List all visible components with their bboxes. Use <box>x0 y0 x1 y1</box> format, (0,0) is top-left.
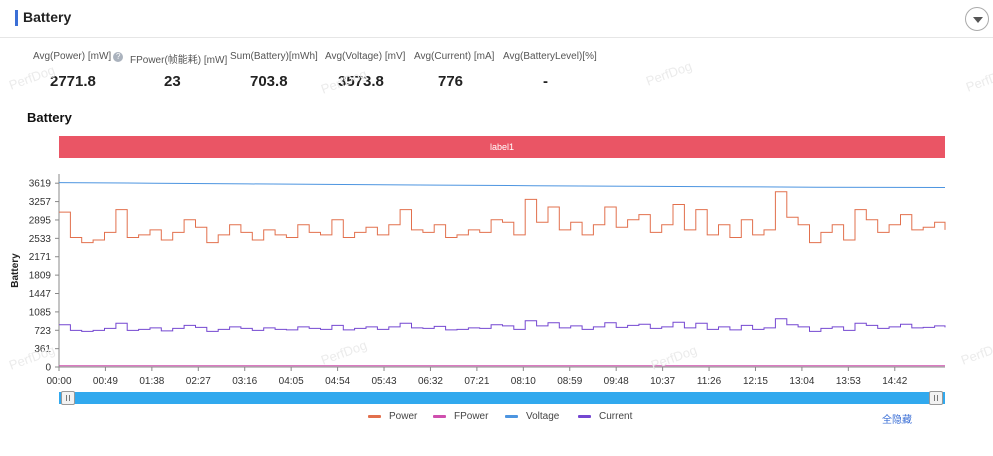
legend-swatch-current <box>578 415 591 418</box>
x-tick-label: 07:21 <box>464 376 489 387</box>
x-tick-label: 14:42 <box>882 376 907 387</box>
x-tick-label: 12:15 <box>743 376 768 387</box>
chart-legend: Power FPower Voltage Current <box>0 411 993 425</box>
y-tick-label: 1447 <box>29 289 52 300</box>
x-tick-label: 05:43 <box>372 376 397 387</box>
y-tick-label: 1809 <box>29 271 52 282</box>
stat-label: Avg(Power) [mW] <box>33 51 112 62</box>
y-tick-label: 0 <box>45 363 51 374</box>
legend-label: Current <box>599 411 633 422</box>
stat-value: 3573.8 <box>338 73 384 90</box>
stat-fpower: FPower(帧能耗) [mW] 23 <box>130 51 228 90</box>
y-tick-label: 2171 <box>29 252 52 263</box>
legend-item-fpower[interactable]: FPower <box>433 411 488 422</box>
x-tick-label: 01:38 <box>139 376 164 387</box>
legend-label: FPower <box>454 411 489 422</box>
legend-swatch-voltage <box>505 415 518 418</box>
stat-avg-current: Avg(Current) [mA] 776 <box>414 51 495 90</box>
stats-bar: Avg(Power) [mW] ? 2771.8 FPower(帧能耗) [mW… <box>0 51 993 95</box>
hide-all-link[interactable]: 全隐藏 <box>882 415 912 426</box>
label-band[interactable]: label1 <box>59 136 945 158</box>
x-tick-label: 04:05 <box>279 376 304 387</box>
battery-line-chart[interactable]: 0 361 723 1085 1447 1809 2171 2533 2895 3257 3619 0… <box>0 160 993 390</box>
collapse-button[interactable] <box>965 7 989 31</box>
legend-label: Voltage <box>526 411 560 422</box>
x-tick-label: 08:10 <box>511 376 536 387</box>
y-tick-label: 3257 <box>29 197 52 208</box>
y-tick-label: 361 <box>34 344 51 355</box>
x-tick-label: 11:26 <box>697 376 722 387</box>
stat-avg-power: Avg(Power) [mW] ? 2771.8 <box>33 51 124 90</box>
legend-item-current[interactable]: Current <box>578 411 632 422</box>
legend-swatch-power <box>368 415 381 418</box>
slider-handle-right[interactable] <box>929 391 943 405</box>
x-tick-label: 13:04 <box>789 376 814 387</box>
y-tick-label: 1085 <box>29 307 52 318</box>
stat-value: 703.8 <box>250 73 288 90</box>
panel-title: Battery <box>23 9 72 25</box>
stat-value: 2771.8 <box>50 73 96 90</box>
series-line-voltage <box>58 182 946 188</box>
help-icon[interactable]: ? <box>113 51 124 62</box>
panel-header: Battery <box>0 0 993 38</box>
stat-avg-battery-level: Avg(BatteryLevel)[%] - <box>503 51 597 90</box>
x-tick-label: 04:54 <box>325 376 350 387</box>
legend-swatch-fpower <box>433 415 446 418</box>
x-tick-label: 00:49 <box>93 376 118 387</box>
x-tick-label: 08:59 <box>557 376 582 387</box>
panel-accent-bar <box>15 10 18 26</box>
stat-value: 23 <box>164 73 181 90</box>
y-tick-label: 3619 <box>29 179 52 190</box>
stat-value: - <box>543 73 548 90</box>
legend-label: Power <box>389 411 418 422</box>
slider-track[interactable] <box>59 392 945 404</box>
legend-item-voltage[interactable]: Voltage <box>505 411 559 422</box>
time-range-slider[interactable] <box>59 391 945 405</box>
stat-value: 776 <box>438 73 464 90</box>
slider-handle-left[interactable] <box>61 391 75 405</box>
y-axis-title: Battery <box>10 253 21 288</box>
x-tick-label: 02:27 <box>186 376 211 387</box>
y-tick-label: 723 <box>34 326 51 337</box>
series-line-power <box>59 191 946 244</box>
stat-label: Sum(Battery)[mWh] <box>230 51 318 62</box>
stat-avg-voltage: Avg(Voltage) [mV] 3573.8 <box>325 51 406 90</box>
x-tick-label: 10:37 <box>650 376 675 387</box>
x-tick-label: 09:48 <box>604 376 629 387</box>
x-tick-label: 00:00 <box>46 376 71 387</box>
legend-item-power[interactable]: Power <box>368 411 417 422</box>
stat-label: FPower(帧能耗) [mW] <box>130 55 228 66</box>
x-tick-label: 13:53 <box>836 376 861 387</box>
stat-label: Avg(Voltage) [mV] <box>325 51 406 62</box>
x-tick-label: 06:32 <box>418 376 443 387</box>
chart-title: Battery <box>27 110 72 125</box>
stat-label: Avg(Current) [mA] <box>414 51 495 62</box>
x-tick-label: 03:16 <box>232 376 257 387</box>
y-tick-label: 2895 <box>29 215 52 226</box>
y-tick-label: 2533 <box>29 234 52 245</box>
stat-label: Avg(BatteryLevel)[%] <box>503 51 597 62</box>
stat-sum-battery: Sum(Battery)[mWh] 703.8 <box>230 51 318 90</box>
series-line-current <box>59 318 946 332</box>
